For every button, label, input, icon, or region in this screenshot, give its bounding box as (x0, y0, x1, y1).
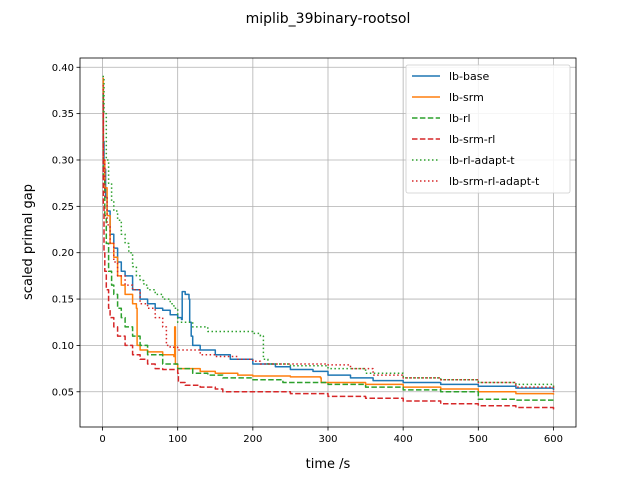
x-tick-label: 100 (168, 434, 187, 445)
axis-ticks: 0 100 200 300 400 500 600 0.05 0.10 0.15 0.20 0.25 0… (52, 63, 563, 445)
y-axis-label: scaled primal gap (21, 184, 36, 300)
y-tick-label: 0.35 (52, 109, 74, 120)
x-tick-label: 200 (243, 434, 262, 445)
y-tick-label: 0.15 (52, 295, 74, 306)
y-tick-label: 0.05 (52, 387, 74, 398)
chart-title: miplib_39binary-rootsol (246, 11, 411, 27)
y-tick-label: 0.40 (52, 63, 74, 74)
legend-label-lb-srm-rl-adapt-t: lb-srm-rl-adapt-t (449, 175, 540, 188)
legend-label-lb-base: lb-base (449, 70, 489, 83)
legend-label-lb-srm-rl: lb-srm-rl (449, 133, 495, 146)
x-tick-label: 400 (394, 434, 413, 445)
y-tick-label: 0.20 (52, 248, 74, 259)
x-tick-label: 300 (318, 434, 337, 445)
y-tick-label: 0.25 (52, 202, 74, 213)
x-tick-label: 0 (99, 434, 105, 445)
x-tick-label: 500 (469, 434, 488, 445)
legend-box (405, 64, 571, 194)
series-line-lb-rl-adapt-t (102, 75, 555, 390)
y-tick-label: 0.10 (52, 341, 74, 352)
x-tick-label: 600 (544, 434, 563, 445)
x-axis-label: time /s (306, 457, 351, 472)
y-tick-label: 0.30 (52, 155, 74, 166)
series-line-lb-srm-rl (102, 103, 555, 410)
legend-label-lb-rl: lb-rl (449, 112, 471, 125)
series-line-lb-srm-rl-adapt-t (102, 85, 555, 392)
series-line-lb-rl (102, 94, 555, 401)
legend-label-lb-srm: lb-srm (449, 91, 484, 104)
legend-label-lb-rl-adapt-t: lb-rl-adapt-t (449, 154, 515, 167)
series-line-lb-base (102, 80, 555, 390)
legend: lb-base lb-srm lb-rl lb-srm-rl lb-rl-adapt-t… (405, 64, 571, 194)
series-lines (102, 75, 555, 410)
series-line-lb-srm (102, 77, 555, 395)
